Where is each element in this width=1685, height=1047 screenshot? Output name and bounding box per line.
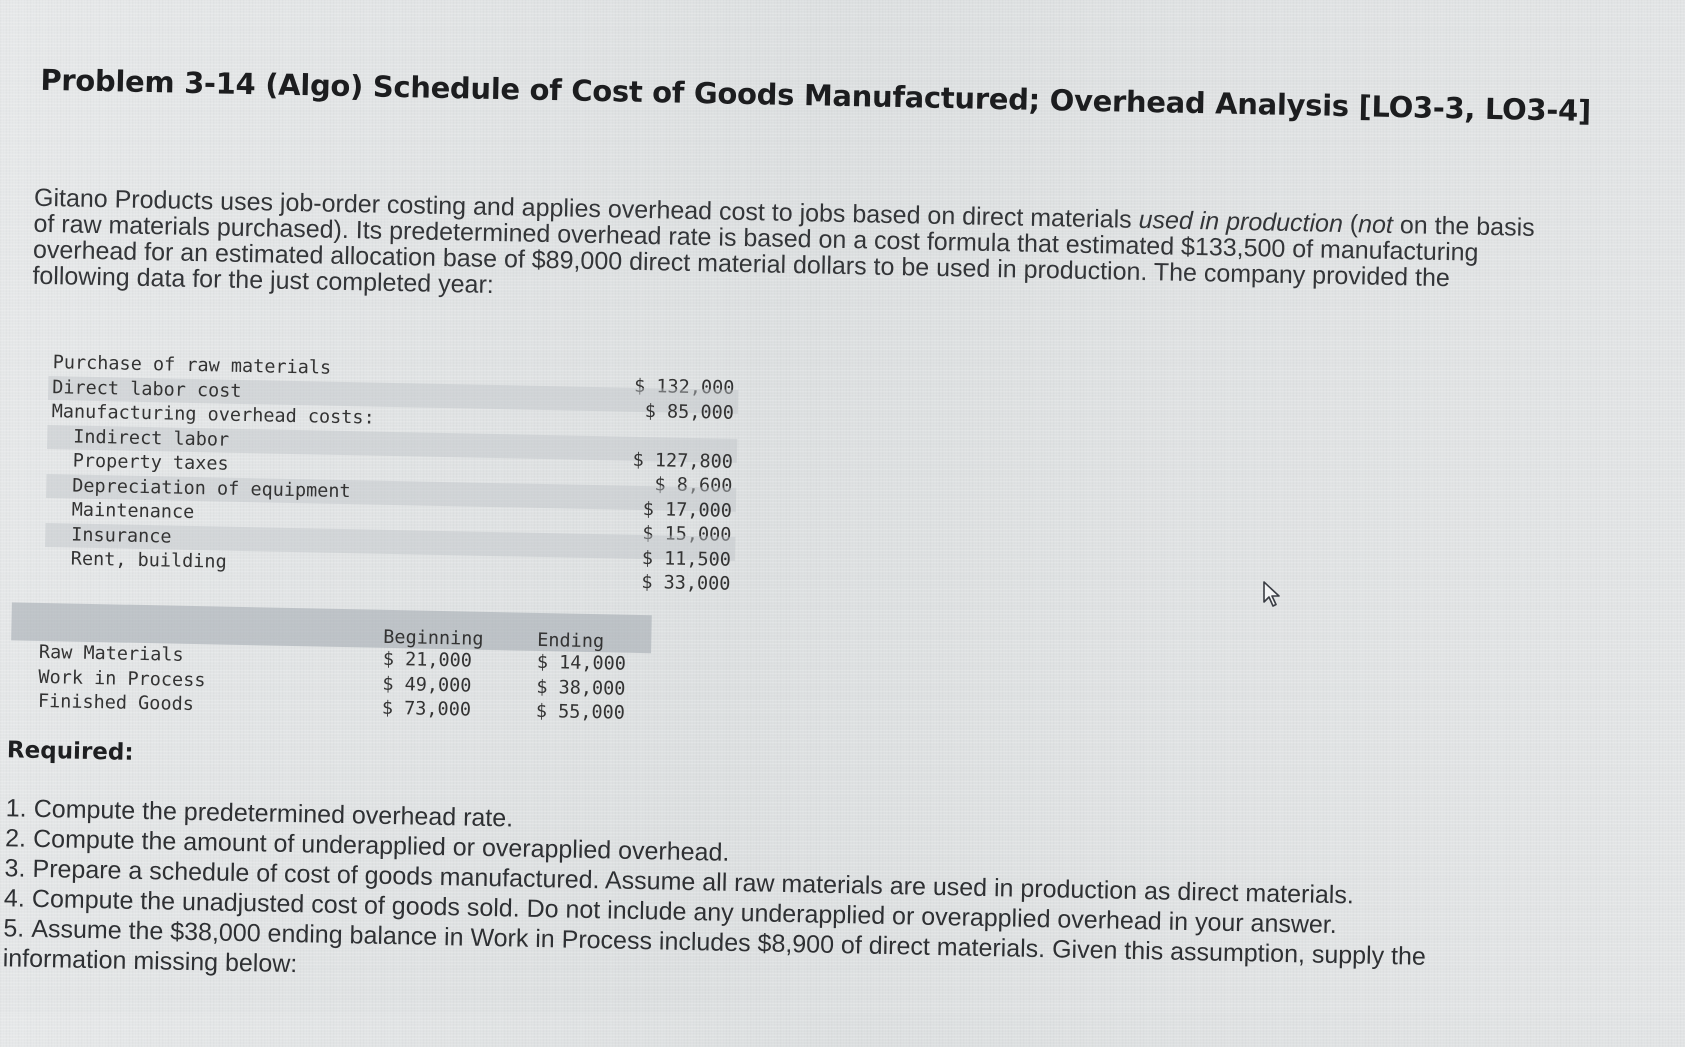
ending-value: $ 38,000 <box>536 676 626 700</box>
column-header-ending: Ending <box>537 629 605 653</box>
row-label: Direct labor cost <box>52 376 242 402</box>
row-value: $ 33,000 <box>641 571 731 595</box>
row-label: Finished Goods <box>37 690 195 716</box>
ending-value: $ 14,000 <box>536 651 627 675</box>
row-label: Work in Process <box>38 666 206 691</box>
beginning-value: $ 49,000 <box>382 673 472 697</box>
item-number: 1. <box>5 794 27 823</box>
row-label: Indirect labor <box>73 426 230 451</box>
problem-title: Problem 3-14 (Algo) Schedule of Cost of … <box>40 62 1592 128</box>
cost-data-table: Purchase of raw materials $ 132,000 Direc… <box>45 351 739 595</box>
required-heading: Required: <box>6 737 134 766</box>
mouse-pointer-icon <box>1263 581 1280 607</box>
intro-emphasis: not <box>1357 210 1394 239</box>
column-header-beginning: Beginning <box>383 626 484 650</box>
row-label: Maintenance <box>71 499 195 524</box>
intro-text: ( <box>1342 209 1359 239</box>
inventory-table: Beginning Ending Raw Materials $ 21,000 $ … <box>10 602 652 726</box>
beginning-value: $ 21,000 <box>382 648 473 672</box>
beginning-value: $ 73,000 <box>381 697 472 721</box>
ending-value: $ 55,000 <box>535 700 626 724</box>
required-list: 1. Compute the predetermined overhead rat… <box>2 793 1485 1003</box>
item-number: 4. <box>3 884 26 913</box>
row-label: Raw Materials <box>38 641 184 666</box>
problem-intro: Gitano Products uses job-order costing a… <box>32 184 1539 319</box>
row-label: Property taxes <box>72 450 229 475</box>
item-number: 3. <box>4 854 26 883</box>
row-label: Rent, building <box>70 548 227 573</box>
item-number: 5. <box>3 914 25 943</box>
row-label: Insurance <box>71 524 172 548</box>
item-number: 2. <box>4 824 27 853</box>
